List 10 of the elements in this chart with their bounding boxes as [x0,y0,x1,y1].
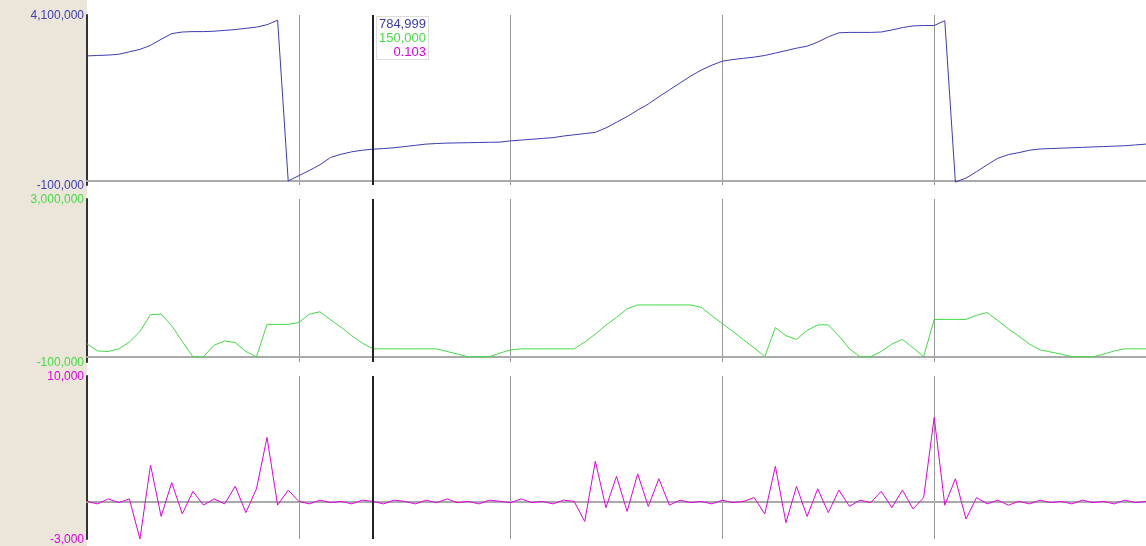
y-tick-label: -3,000 [49,532,85,546]
y-tick-label: 4,100,000 [30,8,85,22]
y-tick-label: 10,000 [47,369,85,383]
annotation: 150,000 [378,30,426,45]
annotation: 0.103 [392,44,426,59]
y-tick-label: -100,000 [36,178,85,192]
y-tick-label: 3,000,000 [30,192,85,206]
y-tick-label: -100,000 [36,355,85,369]
readout-box: 784,999 150,000 0.103 [375,16,429,60]
annotation: 784,999 [378,16,426,31]
